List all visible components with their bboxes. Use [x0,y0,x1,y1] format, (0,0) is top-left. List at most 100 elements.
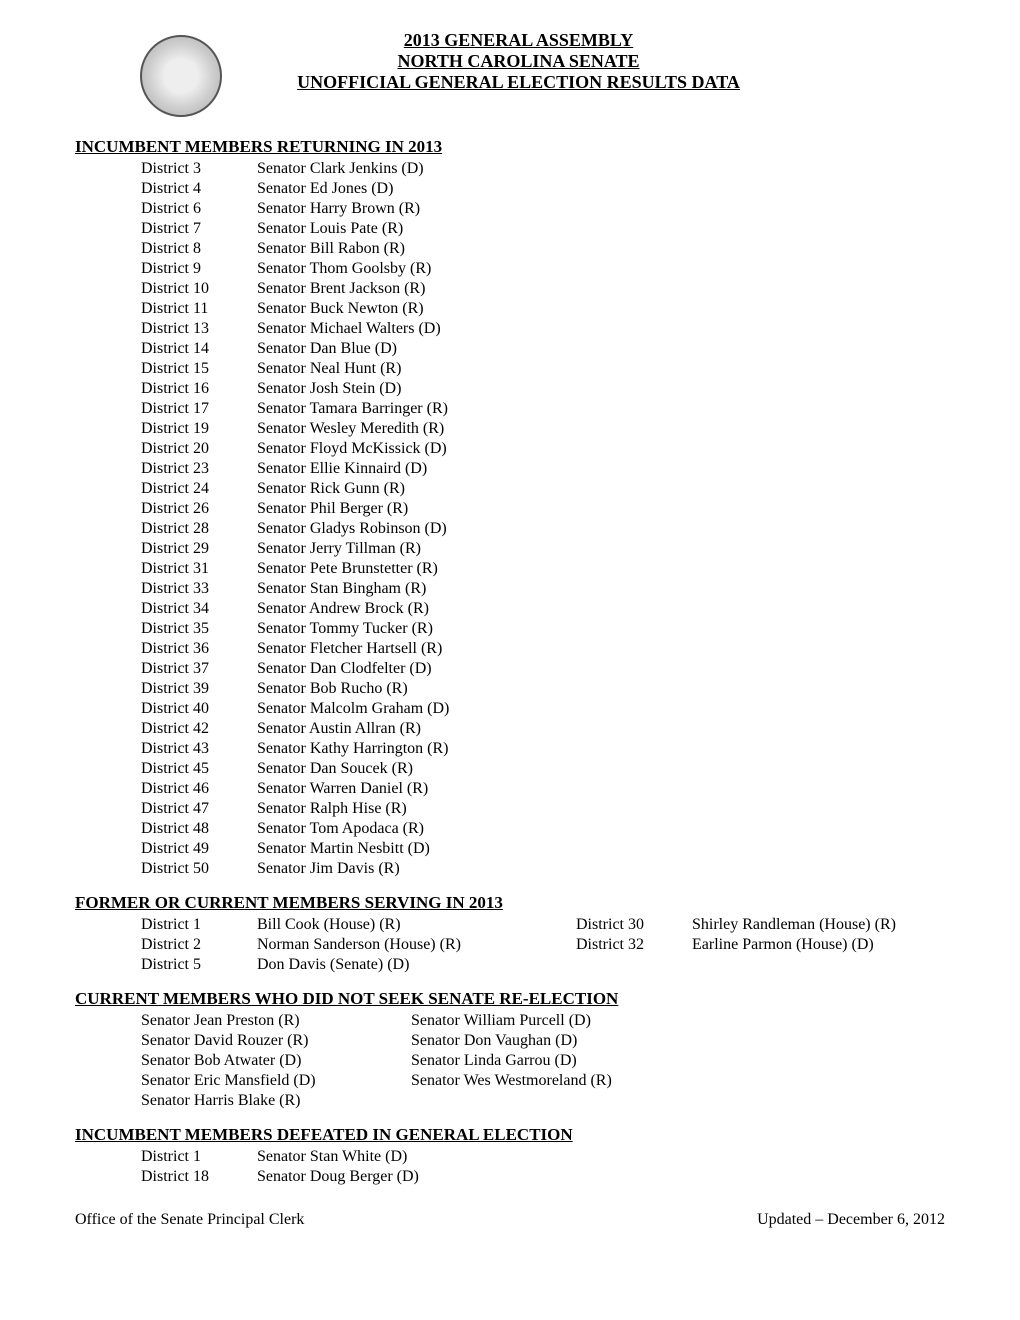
document-footer: Office of the Senate Principal Clerk Upd… [75,1211,945,1229]
senator-entry: Senator Don Vaughan (D) [411,1031,945,1051]
incumbent-row: District 11Senator Buck Newton (R) [141,299,945,319]
district-label: District 23 [141,459,257,479]
senator-name: Senator Doug Berger (D) [257,1167,945,1187]
incumbent-row: District 7Senator Louis Pate (R) [141,219,945,239]
incumbent-row: District 29Senator Jerry Tillman (R) [141,539,945,559]
senator-name: Senator Phil Berger (R) [257,499,945,519]
district-label: District 1 [141,1147,257,1167]
senator-name: Senator Josh Stein (D) [257,379,945,399]
defeated-row: District 1Senator Stan White (D) [141,1147,945,1167]
title-line-3: UNOFFICIAL GENERAL ELECTION RESULTS DATA [222,72,815,93]
senator-name: Senator Jim Davis (R) [257,859,945,879]
incumbent-row: District 13Senator Michael Walters (D) [141,319,945,339]
district-label: District 1 [141,915,257,935]
section-title-incumbents: INCUMBENT MEMBERS RETURNING IN 2013 [75,137,945,157]
senator-name: Senator Stan Bingham (R) [257,579,945,599]
senator-entry: Senator David Rouzer (R) [141,1031,411,1051]
senator-name: Senator Fletcher Hartsell (R) [257,639,945,659]
incumbent-row: District 40Senator Malcolm Graham (D) [141,699,945,719]
senator-name: Senator Buck Newton (R) [257,299,945,319]
senator-name: Senator Dan Clodfelter (D) [257,659,945,679]
incumbent-row: District 48Senator Tom Apodaca (R) [141,819,945,839]
former-row: District 30Shirley Randleman (House) (R) [576,915,945,935]
district-label: District 46 [141,779,257,799]
former-row: District 1Bill Cook (House) (R) [141,915,576,935]
senator-name: Senator Michael Walters (D) [257,319,945,339]
senator-name: Senator Malcolm Graham (D) [257,699,945,719]
senator-name: Senator Gladys Robinson (D) [257,519,945,539]
district-label: District 45 [141,759,257,779]
title-line-2: NORTH CAROLINA SENATE [222,51,815,72]
senator-name: Senator Neal Hunt (R) [257,359,945,379]
incumbent-row: District 3Senator Clark Jenkins (D) [141,159,945,179]
district-label: District 31 [141,559,257,579]
senator-name: Senator Austin Allran (R) [257,719,945,739]
incumbent-row: District 39Senator Bob Rucho (R) [141,679,945,699]
incumbent-row: District 43Senator Kathy Harrington (R) [141,739,945,759]
former-row: District 5Don Davis (Senate) (D) [141,955,576,975]
incumbent-row: District 14Senator Dan Blue (D) [141,339,945,359]
incumbent-row: District 42Senator Austin Allran (R) [141,719,945,739]
district-label: District 40 [141,699,257,719]
senator-name: Senator Ralph Hise (R) [257,799,945,819]
former-list: District 1Bill Cook (House) (R)District … [141,915,945,975]
district-label: District 47 [141,799,257,819]
former-row: District 32Earline Parmon (House) (D) [576,935,945,955]
senator-name: Senator Ed Jones (D) [257,179,945,199]
district-label: District 36 [141,639,257,659]
district-label: District 5 [141,955,257,975]
district-label: District 16 [141,379,257,399]
incumbent-row: District 36Senator Fletcher Hartsell (R) [141,639,945,659]
incumbent-row: District 4Senator Ed Jones (D) [141,179,945,199]
district-label: District 43 [141,739,257,759]
district-label: District 15 [141,359,257,379]
district-label: District 32 [576,935,692,955]
district-label: District 24 [141,479,257,499]
district-label: District 42 [141,719,257,739]
district-label: District 26 [141,499,257,519]
senator-name: Senator Stan White (D) [257,1147,945,1167]
title-block: 2013 GENERAL ASSEMBLY NORTH CAROLINA SEN… [222,30,945,93]
senator-name: Senator Rick Gunn (R) [257,479,945,499]
footer-left: Office of the Senate Principal Clerk [75,1211,304,1229]
senator-entry: Senator Linda Garrou (D) [411,1051,945,1071]
senator-name: Senator Ellie Kinnaird (D) [257,459,945,479]
district-label: District 19 [141,419,257,439]
senator-name: Senator Dan Blue (D) [257,339,945,359]
district-label: District 10 [141,279,257,299]
document-header: 2013 GENERAL ASSEMBLY NORTH CAROLINA SEN… [75,30,945,117]
senator-name: Senator Jerry Tillman (R) [257,539,945,559]
district-label: District 13 [141,319,257,339]
district-label: District 8 [141,239,257,259]
incumbent-row: District 37Senator Dan Clodfelter (D) [141,659,945,679]
senator-name: Senator Kathy Harrington (R) [257,739,945,759]
incumbent-row: District 17Senator Tamara Barringer (R) [141,399,945,419]
incumbent-row: District 16Senator Josh Stein (D) [141,379,945,399]
incumbents-list: District 3Senator Clark Jenkins (D)Distr… [141,159,945,879]
district-label: District 48 [141,819,257,839]
senator-name: Senator Wesley Meredith (R) [257,419,945,439]
defeated-row: District 18Senator Doug Berger (D) [141,1167,945,1187]
incumbent-row: District 28Senator Gladys Robinson (D) [141,519,945,539]
senator-name: Senator Andrew Brock (R) [257,599,945,619]
district-label: District 3 [141,159,257,179]
senator-entry: Senator Bob Atwater (D) [141,1051,411,1071]
senator-entry: Senator Jean Preston (R) [141,1011,411,1031]
incumbent-row: District 50Senator Jim Davis (R) [141,859,945,879]
senator-name: Senator Tamara Barringer (R) [257,399,945,419]
incumbent-row: District 33Senator Stan Bingham (R) [141,579,945,599]
district-label: District 9 [141,259,257,279]
senator-name: Senator Thom Goolsby (R) [257,259,945,279]
district-label: District 50 [141,859,257,879]
senator-name: Senator Brent Jackson (R) [257,279,945,299]
member-name: Bill Cook (House) (R) [257,915,576,935]
member-name: Earline Parmon (House) (D) [692,935,945,955]
district-label: District 29 [141,539,257,559]
section-title-defeated: INCUMBENT MEMBERS DEFEATED IN GENERAL EL… [75,1125,945,1145]
senator-name: Senator Tom Apodaca (R) [257,819,945,839]
noreelect-list: Senator Jean Preston (R)Senator David Ro… [141,1011,945,1111]
district-label: District 28 [141,519,257,539]
senator-entry: Senator Eric Mansfield (D) [141,1071,411,1091]
senator-entry: Senator Harris Blake (R) [141,1091,411,1111]
incumbent-row: District 46Senator Warren Daniel (R) [141,779,945,799]
